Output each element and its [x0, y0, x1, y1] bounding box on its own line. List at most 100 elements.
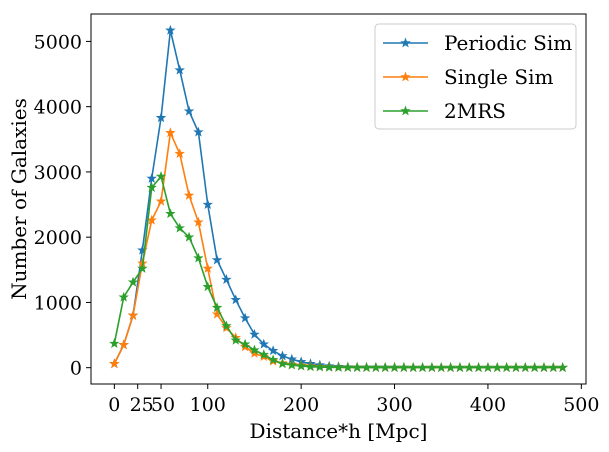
- data-point: [174, 148, 185, 159]
- legend-box: [374, 23, 577, 130]
- data-point: [267, 354, 279, 365]
- data-point: [165, 127, 176, 138]
- data-point: [155, 112, 167, 123]
- data-point: [165, 208, 176, 219]
- data-point: [520, 362, 531, 373]
- data-point: [361, 362, 372, 372]
- x-tick-label: 100: [190, 394, 226, 416]
- data-point: [510, 362, 522, 373]
- data-point: [155, 195, 167, 206]
- x-axis-label: Distance*h [Mpc]: [250, 419, 428, 443]
- data-point: [230, 334, 241, 345]
- y-axis-label: Number of Galaxies: [7, 98, 31, 300]
- y-tick-label: 2000: [34, 227, 82, 249]
- x-tick-label: 50: [151, 394, 175, 416]
- series-single-sim: [109, 127, 568, 373]
- x-tick-label: 25: [130, 394, 154, 416]
- data-point: [183, 189, 195, 200]
- legend-label: Periodic Sim: [444, 31, 572, 55]
- x-tick-label: 200: [283, 394, 319, 416]
- legend-label: Single Sim: [444, 65, 553, 89]
- legend-entries: Periodic Sim Single Sim 2MRS: [383, 31, 572, 123]
- data-point: [295, 360, 307, 371]
- data-point: [323, 361, 335, 372]
- data-point: [118, 291, 129, 302]
- y-tick-label: 5000: [34, 31, 82, 53]
- data-point: [109, 358, 120, 369]
- x-tick-label: 0: [108, 394, 120, 416]
- data-point: [473, 362, 484, 373]
- y-tick-label: 3000: [34, 162, 82, 184]
- y-tick-label: 1000: [34, 292, 82, 314]
- data-point: [193, 216, 204, 227]
- legend-marker: [400, 71, 411, 82]
- legend-marker: [400, 37, 411, 48]
- series-2mrs: [109, 171, 568, 373]
- data-point: [492, 362, 503, 373]
- data-point: [501, 362, 512, 373]
- data-point: [389, 362, 400, 373]
- data-point: [398, 362, 410, 373]
- data-point: [379, 362, 391, 373]
- data-point: [202, 263, 213, 273]
- series-line: [113, 175, 563, 369]
- data-point: [146, 172, 157, 183]
- data-point: [529, 362, 540, 373]
- data-point: [538, 362, 550, 373]
- data-point: [193, 252, 204, 263]
- legend-marker: [400, 105, 411, 116]
- data-point: [202, 199, 213, 209]
- data-point: [314, 361, 326, 372]
- y-tick-label: 0: [70, 358, 82, 380]
- data-point: [211, 254, 223, 265]
- x-tick-label: 400: [470, 394, 506, 416]
- data-point: [408, 362, 419, 373]
- data-point: [249, 328, 260, 339]
- x-tick-label: 500: [563, 394, 599, 416]
- legend-label: 2MRS: [444, 99, 506, 123]
- x-tick-label: 300: [376, 394, 412, 416]
- data-point: [342, 362, 354, 372]
- data-point: [127, 276, 139, 287]
- data-point: [445, 362, 456, 373]
- data-point: [221, 274, 232, 285]
- data-point: [202, 281, 213, 292]
- data-point: [183, 105, 195, 116]
- data-point: [351, 362, 363, 372]
- data-point: [239, 338, 251, 349]
- series-layer: [109, 24, 568, 373]
- data-point: [277, 358, 288, 369]
- data-point: [454, 362, 466, 373]
- data-point: [183, 231, 195, 242]
- data-point: [221, 320, 232, 331]
- data-point: [137, 263, 148, 273]
- data-point: [230, 294, 241, 305]
- data-point: [258, 349, 269, 360]
- data-point: [333, 361, 344, 372]
- data-point: [370, 362, 382, 373]
- data-point: [174, 222, 185, 233]
- data-point: [249, 344, 260, 355]
- data-point: [258, 338, 269, 349]
- series-line: [113, 131, 563, 369]
- data-point: [267, 345, 279, 356]
- data-point: [118, 339, 129, 350]
- data-point: [146, 182, 157, 193]
- data-point: [464, 362, 475, 373]
- legend-entry: 2MRS: [383, 99, 506, 123]
- legend: Periodic Sim Single Sim 2MRS: [374, 23, 577, 130]
- data-point: [239, 312, 251, 323]
- data-point: [436, 362, 447, 373]
- data-point: [305, 361, 316, 372]
- data-point: [174, 64, 185, 75]
- y-tick-label: 4000: [34, 97, 82, 119]
- data-point: [557, 362, 568, 373]
- legend-entry: Single Sim: [383, 65, 553, 89]
- data-point: [211, 302, 223, 313]
- data-point: [286, 359, 298, 370]
- y-axis-ticks: 0 1000 2000 3000 4000 5000: [34, 31, 91, 380]
- data-point: [127, 310, 139, 320]
- data-point: [417, 362, 428, 373]
